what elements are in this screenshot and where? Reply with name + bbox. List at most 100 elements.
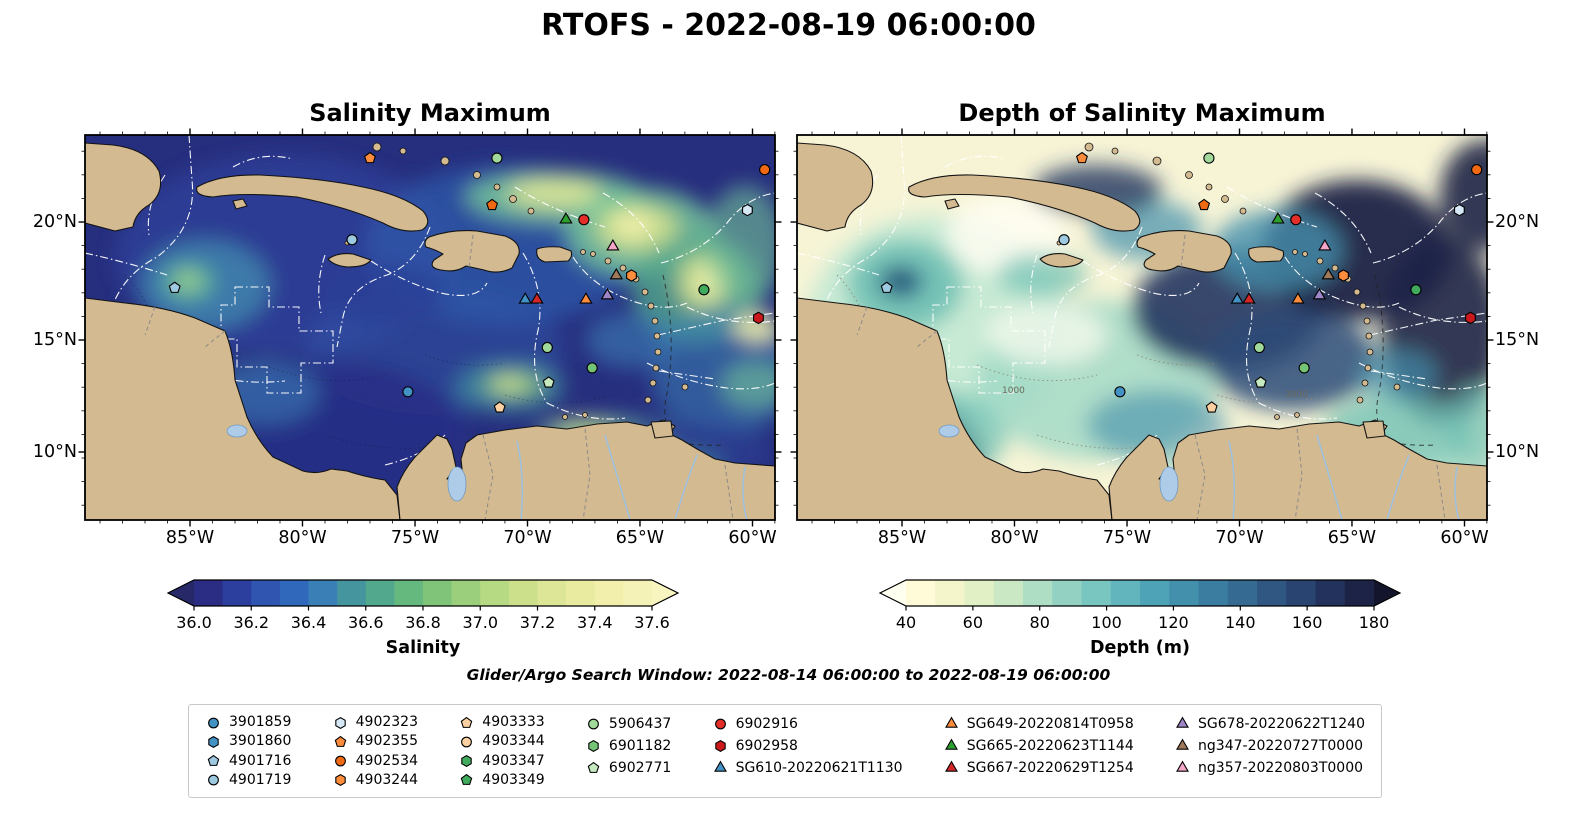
depth-contour — [424, 354, 506, 366]
marker-hexagon — [1338, 269, 1349, 282]
colorbar-tick-label: 37.6 — [634, 613, 670, 632]
legend-item-label: SG649-20220814T0958 — [966, 715, 1134, 732]
legend-item-label: 4903333 — [482, 714, 545, 731]
maritime-boundary-line — [944, 155, 1006, 168]
legend-item-label: 4901719 — [229, 771, 292, 788]
marker-circle — [714, 718, 726, 730]
marker-triangle — [944, 738, 958, 750]
legend-item: 4901719 — [205, 771, 291, 789]
marker-hexagon — [208, 735, 219, 748]
land-masses — [85, 142, 775, 520]
hexagon-marker-icon — [208, 735, 219, 748]
colorbar-tick-label: 140 — [1225, 613, 1256, 632]
river — [1386, 454, 1410, 520]
colorbar-tick-label: 36.0 — [176, 613, 212, 632]
legend-item: 4903244 — [332, 771, 418, 789]
maritime-boundary-line — [1314, 192, 1372, 254]
legend-item: 3901859 — [205, 713, 291, 731]
colorbar-over-arrow — [652, 580, 678, 606]
marker-pentagon — [880, 281, 893, 293]
marker-triangle — [1242, 292, 1256, 304]
colorbar-segment — [194, 580, 224, 606]
triangle-marker-icon — [944, 738, 958, 750]
colorbar-tick-label: 60 — [962, 613, 984, 632]
marker-triangle — [944, 760, 958, 772]
y-tick-label: 10°N — [32, 442, 77, 462]
country-border — [582, 428, 591, 520]
legend-box: 3901859 3901860 4901716 4901719 4902323 49023… — [188, 704, 1382, 798]
legend-item-label: 4902355 — [355, 733, 418, 750]
legend-item: 3901860 — [205, 732, 291, 750]
marker-triangle — [600, 287, 615, 300]
colorbar-label-depth: Depth (m) — [1089, 638, 1191, 658]
legend-item: 4903333 — [458, 713, 545, 731]
colorbar-segment — [508, 580, 538, 606]
legend-item-label: SG665-20220623T1144 — [966, 737, 1134, 754]
colorbar-segment — [451, 580, 481, 606]
country-border — [916, 330, 938, 348]
river — [1454, 466, 1460, 520]
marker-circle — [759, 164, 771, 176]
legend-item: 6902771 — [585, 757, 671, 778]
marker-pentagon — [363, 151, 376, 164]
triangle-marker-icon — [1176, 716, 1190, 728]
marker-triangle — [713, 760, 727, 772]
colorbar-canvas — [878, 579, 1402, 611]
lake-maracaibo — [447, 466, 467, 502]
marker-circle — [208, 717, 219, 729]
marker-triangle — [1291, 292, 1305, 304]
legend-item: 4901716 — [205, 752, 291, 770]
colorbar-tick-label: 80 — [1029, 613, 1050, 632]
maritime-boundary-line — [1226, 186, 1318, 228]
marker-circle — [1253, 341, 1265, 354]
river — [604, 434, 631, 520]
legend-item-label: 4903344 — [482, 733, 545, 750]
colorbar-segment — [251, 580, 281, 606]
y-tick-label: 15°N — [32, 330, 77, 350]
colorbar-segment — [394, 580, 424, 606]
legend-item-label: 4901716 — [229, 752, 292, 769]
maritime-boundary-line — [646, 362, 775, 390]
marker-circle — [1058, 234, 1070, 246]
pentagon-marker-icon — [460, 774, 473, 786]
maritime-boundary-line — [1398, 306, 1487, 323]
colorbar-segment — [1110, 580, 1141, 606]
colorbar-tick-label: 180 — [1358, 613, 1390, 632]
legend-item: SG667-20220629T1254 — [943, 757, 1134, 778]
marker-hexagon — [1465, 311, 1476, 325]
colorbar-segment — [1227, 580, 1258, 606]
marker-hexagon — [588, 739, 599, 753]
triangle-marker-icon — [1176, 760, 1190, 772]
legend-column: SG678-20220622T1240 ng347-20220727T0000 ng… — [1174, 713, 1365, 789]
colorbar-segment — [480, 580, 510, 606]
legend-column: 5906437 6901182 6902771 — [585, 713, 671, 789]
colorbar-segment — [1257, 580, 1287, 606]
marker-circle — [586, 362, 598, 374]
legend-item: 4902534 — [332, 752, 418, 770]
legend-item: 6902958 — [712, 735, 903, 756]
marker-circle — [1290, 214, 1302, 226]
circle-marker-icon — [208, 774, 219, 786]
colorbar-segment — [279, 580, 309, 606]
colorbar-segment — [365, 580, 395, 606]
marker-triangle — [1271, 211, 1285, 224]
hexagon-marker-icon — [461, 755, 473, 768]
y-tick-label: 10°N — [1495, 442, 1540, 462]
map-depth-of-salinity-maximum: 1000 3000 — [790, 128, 1494, 527]
legend-item-label: ng357-20220803T0000 — [1198, 759, 1364, 776]
maritime-boundary-line — [602, 192, 660, 254]
marker-circle — [1203, 152, 1215, 164]
legend-column: 4902323 4902355 4902534 4903244 — [332, 713, 418, 789]
x-tick-label: 70°W — [503, 528, 552, 548]
triangle-marker-icon — [944, 716, 958, 728]
land-masses — [797, 142, 1487, 520]
marker-triangle — [1312, 287, 1327, 300]
colorbar-segment — [1344, 580, 1375, 606]
marker-hexagon — [334, 716, 346, 729]
colorbar-tick-label: 36.4 — [290, 613, 327, 632]
colorbar-segment — [308, 580, 338, 606]
colorbar-salinity: Salinity 36.0 36.2 36.4 36.6 36.8 37.0 37.2 37.… — [166, 579, 680, 680]
colorbar-segment — [566, 580, 596, 606]
marker-hexagon — [334, 774, 346, 787]
country-border — [724, 464, 734, 520]
